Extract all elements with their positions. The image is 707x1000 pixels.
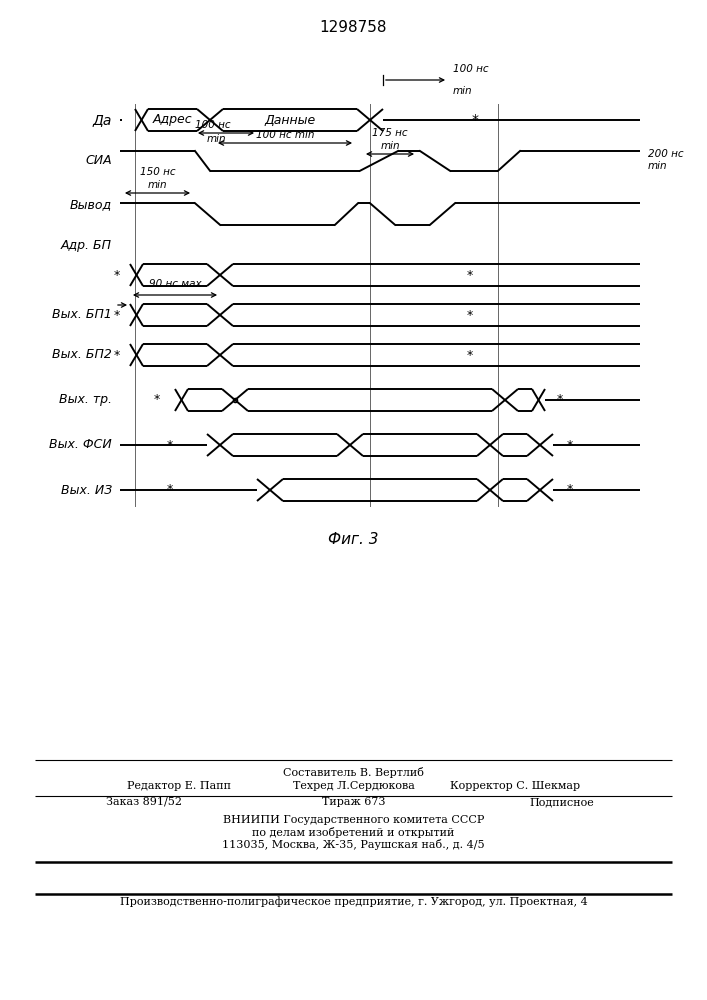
Text: Вых. ФСИ: Вых. ФСИ	[49, 438, 112, 452]
Text: 100 нс min: 100 нс min	[256, 130, 314, 140]
Text: Вых. ИЗ: Вых. ИЗ	[61, 484, 112, 496]
Text: 200 нс: 200 нс	[648, 149, 684, 159]
Text: 150 нс: 150 нс	[140, 167, 175, 177]
Text: Корректор С. Шекмар: Корректор С. Шекмар	[450, 781, 580, 791]
Text: 1298758: 1298758	[320, 20, 387, 35]
Text: *: *	[114, 349, 120, 361]
Text: Производственно-полиграфическое предприятие, г. Ужгород, ул. Проектная, 4: Производственно-полиграфическое предприя…	[119, 897, 588, 907]
Text: Фиг. 3: Фиг. 3	[328, 532, 378, 548]
Text: Вых. БП1: Вых. БП1	[52, 308, 112, 322]
Text: Тираж 673: Тираж 673	[322, 797, 385, 807]
Text: по делам изобретений и открытий: по делам изобретений и открытий	[252, 826, 455, 838]
Text: Заказ 891/52: Заказ 891/52	[106, 797, 182, 807]
Text: *: *	[472, 113, 479, 127]
Text: Техред Л.Сердюкова: Техред Л.Сердюкова	[293, 781, 414, 791]
Text: Составитель В. Вертлиб: Составитель В. Вертлиб	[283, 766, 424, 778]
Text: *: *	[167, 438, 173, 452]
Text: Адрес: Адрес	[153, 113, 192, 126]
Text: min: min	[380, 141, 400, 151]
Text: *: *	[154, 393, 160, 406]
Text: Адр. БП: Адр. БП	[61, 238, 112, 251]
Text: Подписное: Подписное	[529, 797, 594, 807]
Text: min: min	[453, 86, 472, 96]
Text: Редактор Е. Папп: Редактор Е. Папп	[127, 781, 231, 791]
Text: *: *	[567, 484, 573, 496]
Text: min: min	[648, 161, 667, 171]
Text: Данные: Данные	[264, 113, 315, 126]
Text: *: *	[114, 268, 120, 282]
Text: *: *	[167, 484, 173, 496]
Text: Вых. БП2: Вых. БП2	[52, 349, 112, 361]
Text: Вых. тр.: Вых. тр.	[59, 393, 112, 406]
Text: *: *	[467, 268, 473, 282]
Text: СИА: СИА	[86, 153, 112, 166]
Text: Да: Да	[93, 113, 112, 127]
Text: *: *	[467, 349, 473, 361]
Text: *: *	[567, 438, 573, 452]
Text: min: min	[148, 180, 168, 190]
Text: min: min	[206, 134, 226, 144]
Text: *: *	[114, 308, 120, 322]
Text: 100 нс: 100 нс	[194, 120, 230, 130]
Text: Вывод: Вывод	[70, 198, 112, 212]
Text: 100 нс: 100 нс	[453, 64, 489, 74]
Text: ВНИИПИ Государственного комитета СССР: ВНИИПИ Государственного комитета СССР	[223, 815, 484, 825]
Text: *: *	[557, 393, 563, 406]
Text: 175 нс: 175 нс	[372, 128, 408, 138]
Text: 90 нс мах: 90 нс мах	[148, 279, 201, 289]
Text: *: *	[467, 308, 473, 322]
Text: 113035, Москва, Ж-35, Раушская наб., д. 4/5: 113035, Москва, Ж-35, Раушская наб., д. …	[222, 838, 485, 850]
